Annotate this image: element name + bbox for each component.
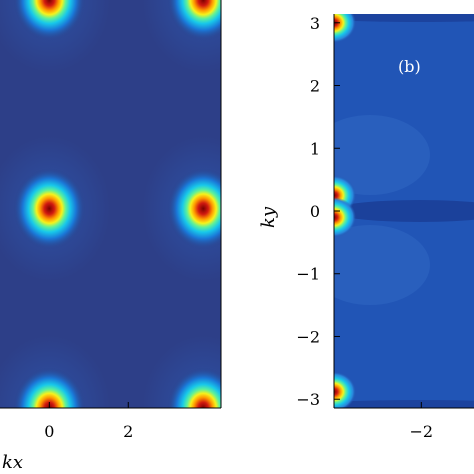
hotspot xyxy=(334,14,356,43)
panel-b-shading xyxy=(334,14,474,408)
y-tick-label: 3 xyxy=(310,14,320,33)
hotspot xyxy=(13,0,86,41)
y-tick-label: −2 xyxy=(296,327,320,346)
y-tick-label: 1 xyxy=(310,139,320,158)
hotspot xyxy=(167,168,221,250)
panel-b-dark-band xyxy=(334,200,474,222)
panel-b-light-lobe xyxy=(334,115,430,195)
y-tick-label: −3 xyxy=(296,390,320,409)
panel-a-x-axis-label: kx xyxy=(2,452,23,473)
panel-b-y-axis-label: ky xyxy=(258,206,279,228)
hotspot xyxy=(13,168,86,250)
panel-a-hotspots xyxy=(0,0,221,408)
x-tick-label: 2 xyxy=(123,422,133,441)
hotspot xyxy=(334,197,356,238)
hotspot xyxy=(13,367,86,408)
panel-b-label: (b) xyxy=(398,57,421,76)
panel-b-dark-band-top xyxy=(334,14,474,22)
panel-b-dark-band-bottom xyxy=(334,400,474,408)
y-tick-label: 2 xyxy=(310,77,320,96)
y-tick-label: −1 xyxy=(296,265,320,284)
x-tick-label: 0 xyxy=(44,422,54,441)
hotspot xyxy=(167,367,221,408)
panel-b-y-ticks: 3 2 1 0 −1 −2 −3 xyxy=(296,14,340,409)
panel-b: 3 2 1 0 −1 −2 −3 −2 (b) ky xyxy=(258,14,474,441)
panel-b-x-ticks: −2 xyxy=(410,402,434,441)
hotspot xyxy=(167,0,221,41)
panel-b-light-lobe xyxy=(334,225,430,305)
y-tick-label: 0 xyxy=(310,202,320,221)
x-tick-label: −2 xyxy=(410,422,434,441)
